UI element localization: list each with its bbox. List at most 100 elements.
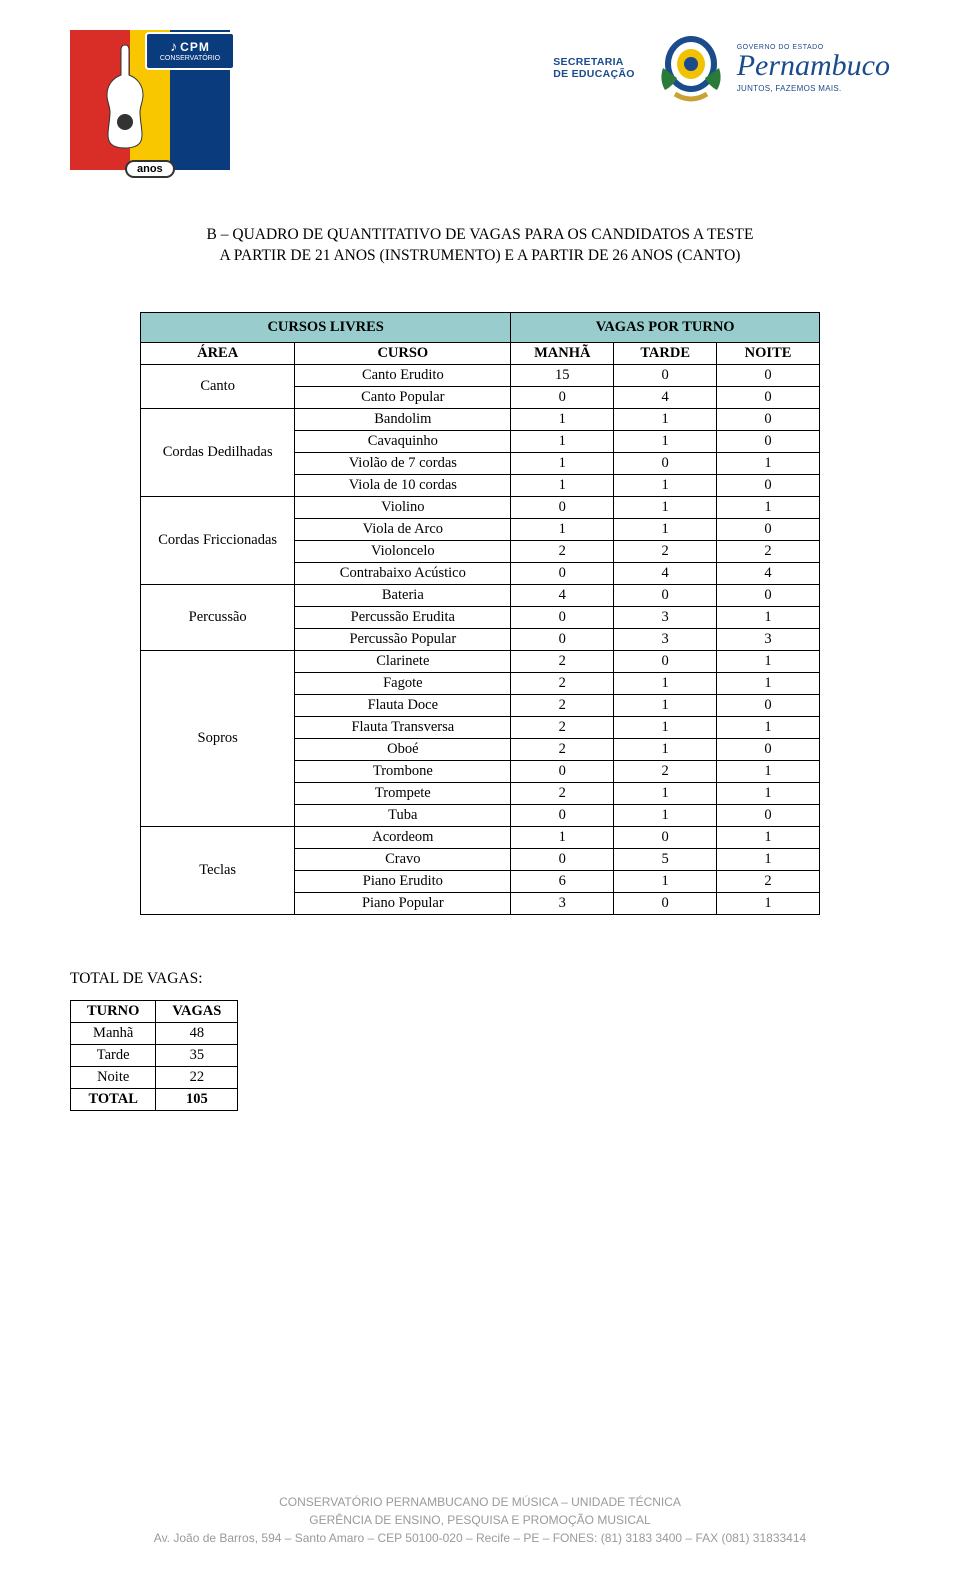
totals-row: Tarde35: [71, 1044, 238, 1066]
state-name: Pernambuco: [737, 51, 890, 81]
num-cell: 1: [717, 716, 820, 738]
area-cell: Canto: [141, 364, 295, 408]
num-cell: 2: [717, 540, 820, 562]
curso-cell: Viola de Arco: [295, 518, 511, 540]
num-cell: 1: [614, 716, 717, 738]
totals-col-vagas: VAGAS: [156, 1000, 238, 1022]
total-de-vagas-label: TOTAL DE VAGAS:: [70, 970, 890, 988]
table-row: CantoCanto Erudito1500: [141, 364, 820, 386]
num-cell: 3: [614, 628, 717, 650]
num-cell: 0: [717, 364, 820, 386]
num-cell: 1: [511, 826, 614, 848]
area-cell: Cordas Friccionadas: [141, 496, 295, 584]
num-cell: 1: [717, 452, 820, 474]
totals-row: TOTAL105: [71, 1088, 238, 1110]
num-cell: 0: [511, 606, 614, 628]
curso-cell: Trompete: [295, 782, 511, 804]
num-cell: 1: [511, 408, 614, 430]
curso-cell: Piano Erudito: [295, 870, 511, 892]
num-cell: 1: [717, 606, 820, 628]
num-cell: 2: [511, 716, 614, 738]
num-cell: 15: [511, 364, 614, 386]
title-line2: A PARTIR DE 21 ANOS (INSTRUMENTO) E A PA…: [70, 246, 890, 267]
num-cell: 0: [511, 562, 614, 584]
num-cell: 1: [717, 650, 820, 672]
num-cell: 1: [614, 870, 717, 892]
num-cell: 3: [511, 892, 614, 914]
table-row: PercussãoBateria400: [141, 584, 820, 606]
curso-cell: Trombone: [295, 760, 511, 782]
table-row: Cordas DedilhadasBandolim110: [141, 408, 820, 430]
num-cell: 1: [614, 804, 717, 826]
num-cell: 1: [614, 694, 717, 716]
num-cell: 1: [511, 518, 614, 540]
num-cell: 2: [511, 738, 614, 760]
gov-logo-block: SECRETARIA DE EDUCAÇÃO GOVERNO DO ESTADO…: [553, 30, 890, 106]
area-cell: Cordas Dedilhadas: [141, 408, 295, 496]
area-cell: Sopros: [141, 650, 295, 826]
totals-col-turno: TURNO: [71, 1000, 156, 1022]
table-row: SoprosClarinete201: [141, 650, 820, 672]
num-cell: 0: [717, 386, 820, 408]
totals-row: Manhã48: [71, 1022, 238, 1044]
pernambuco-block: GOVERNO DO ESTADO Pernambuco JUNTOS, FAZ…: [655, 30, 890, 106]
footer-line2: GERÊNCIA DE ENSINO, PESQUISA E PROMOÇÃO …: [0, 1511, 960, 1529]
num-cell: 1: [717, 496, 820, 518]
totals-turno-cell: Tarde: [71, 1044, 156, 1066]
curso-cell: Cravo: [295, 848, 511, 870]
num-cell: 2: [511, 650, 614, 672]
curso-cell: Piano Popular: [295, 892, 511, 914]
state-slogan: JUNTOS, FAZEMOS MAIS.: [737, 84, 842, 93]
curso-cell: Violino: [295, 496, 511, 518]
num-cell: 3: [614, 606, 717, 628]
num-cell: 0: [511, 760, 614, 782]
num-cell: 1: [717, 782, 820, 804]
col-tarde: TARDE: [614, 342, 717, 364]
cpm-acronym: CPM: [180, 41, 210, 54]
num-cell: 1: [614, 782, 717, 804]
num-cell: 0: [717, 430, 820, 452]
num-cell: 0: [717, 408, 820, 430]
num-cell: 0: [717, 694, 820, 716]
num-cell: 1: [511, 430, 614, 452]
anos-badge: anos: [125, 160, 175, 178]
col-curso: CURSO: [295, 342, 511, 364]
lyre-icon: ♪: [170, 39, 177, 54]
num-cell: 2: [511, 694, 614, 716]
num-cell: 1: [717, 892, 820, 914]
curso-cell: Bandolim: [295, 408, 511, 430]
num-cell: 0: [614, 364, 717, 386]
num-cell: 0: [717, 804, 820, 826]
num-cell: 0: [717, 738, 820, 760]
document-title: B – QUADRO DE QUANTITATIVO DE VAGAS PARA…: [70, 225, 890, 267]
num-cell: 0: [511, 628, 614, 650]
area-cell: Percussão: [141, 584, 295, 650]
num-cell: 0: [614, 826, 717, 848]
curso-cell: Canto Erudito: [295, 364, 511, 386]
table-row: TeclasAcordeom101: [141, 826, 820, 848]
num-cell: 0: [717, 518, 820, 540]
curso-cell: Bateria: [295, 584, 511, 606]
vagas-table: CURSOS LIVRES VAGAS POR TURNO ÁREA CURSO…: [140, 312, 820, 915]
num-cell: 1: [614, 518, 717, 540]
cpm-subtitle: CONSERVATÓRIO: [160, 55, 220, 63]
num-cell: 5: [614, 848, 717, 870]
num-cell: 1: [717, 672, 820, 694]
secretaria-label: SECRETARIA DE EDUCAÇÃO: [553, 56, 634, 80]
num-cell: 1: [717, 760, 820, 782]
curso-cell: Cavaquinho: [295, 430, 511, 452]
num-cell: 1: [614, 430, 717, 452]
num-cell: 6: [511, 870, 614, 892]
num-cell: 1: [614, 474, 717, 496]
curso-cell: Oboé: [295, 738, 511, 760]
curso-cell: Fagote: [295, 672, 511, 694]
num-cell: 4: [614, 562, 717, 584]
totals-turno-cell: TOTAL: [71, 1088, 156, 1110]
num-cell: 0: [614, 650, 717, 672]
num-cell: 2: [614, 540, 717, 562]
cpm-badge: ♪ CPM CONSERVATÓRIO: [145, 32, 235, 70]
area-cell: Teclas: [141, 826, 295, 914]
curso-cell: Canto Popular: [295, 386, 511, 408]
col-manha: MANHÃ: [511, 342, 614, 364]
curso-cell: Flauta Doce: [295, 694, 511, 716]
